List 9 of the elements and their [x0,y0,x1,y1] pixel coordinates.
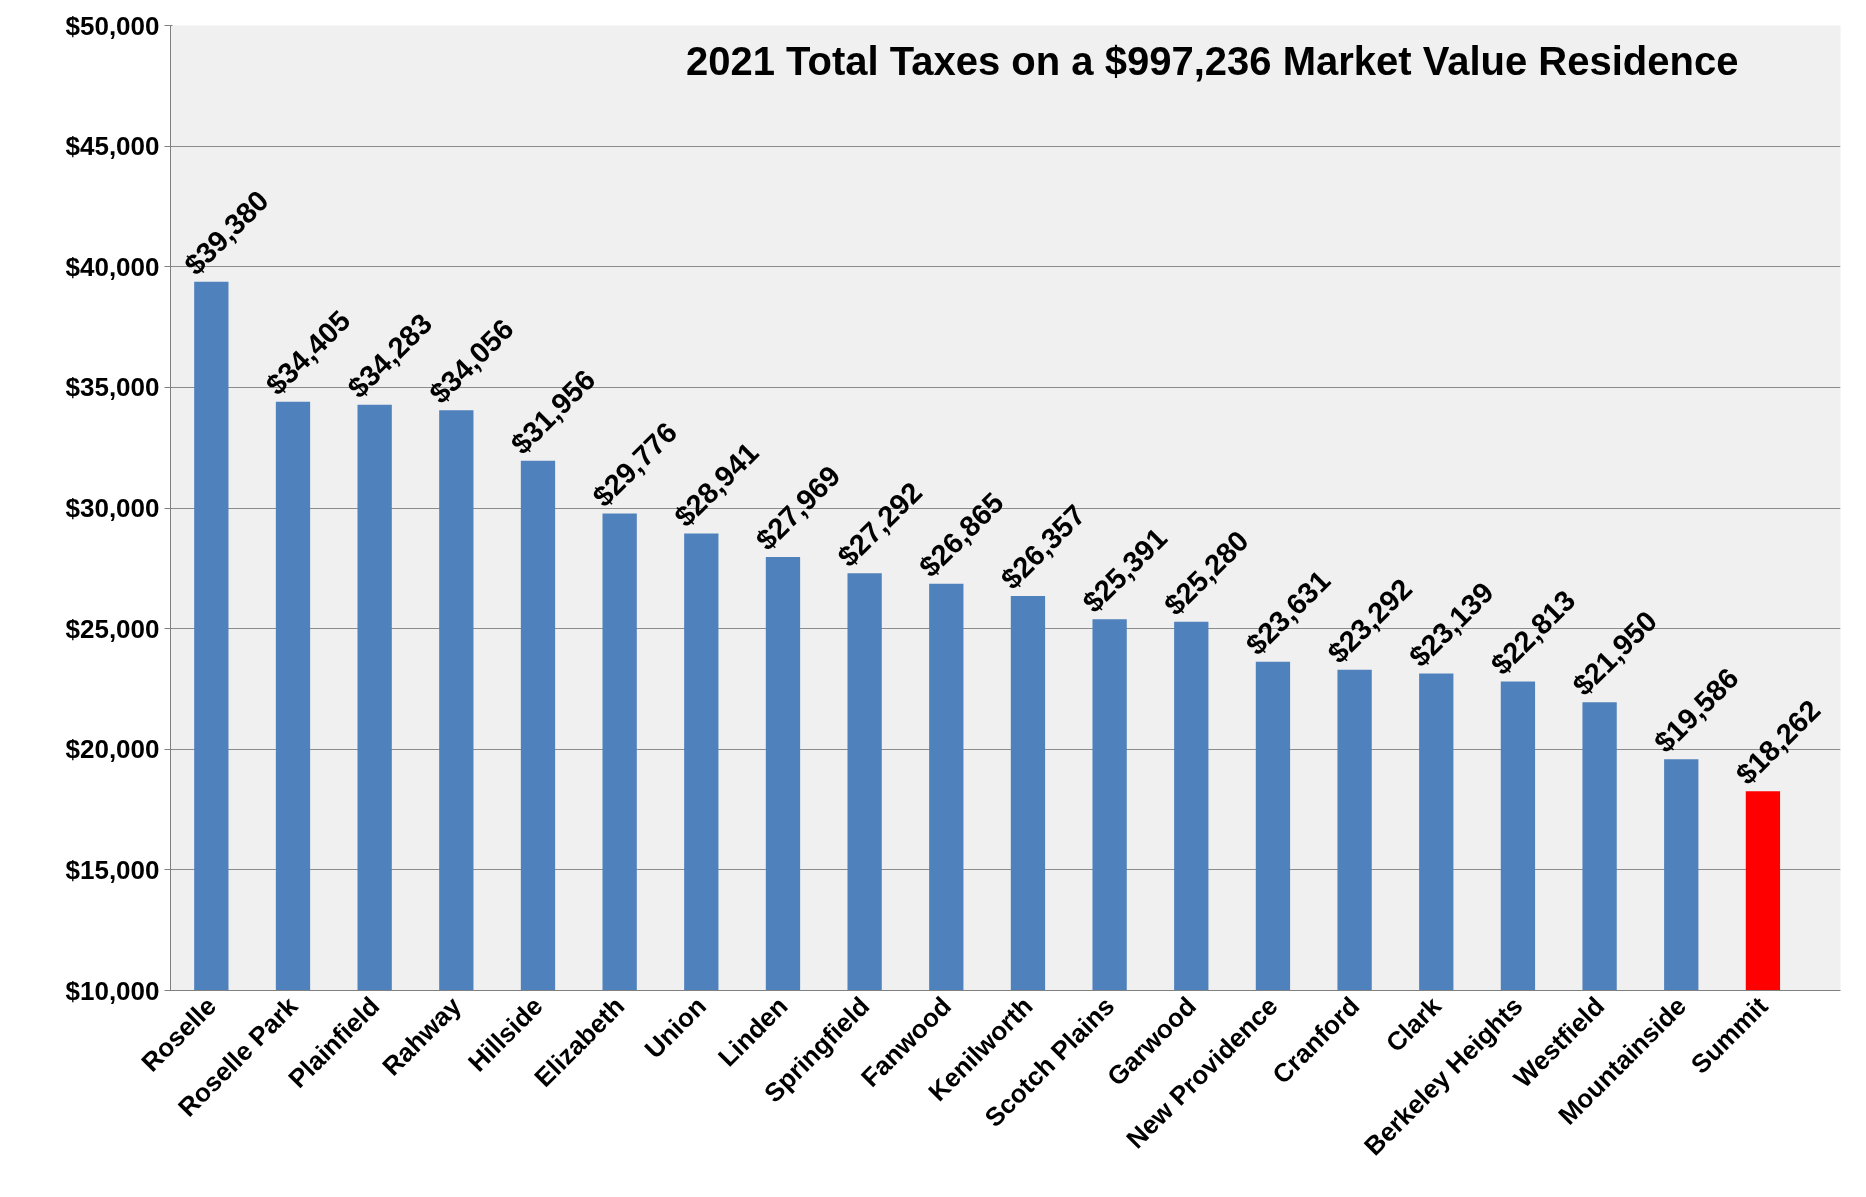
y-tick-label: $25,000 [65,613,160,644]
y-tick-label: $30,000 [65,493,160,523]
y-tick-label: $50,000 [65,10,160,41]
y-tick-label: $20,000 [65,734,160,765]
y-tick-label: $45,000 [65,131,160,162]
chart-title: 2021 Total Taxes on a $997,236 Market Value Residence [686,39,1739,84]
y-tick-label: $35,000 [65,372,160,403]
y-tick-label: $15,000 [65,854,160,885]
y-tick-label: $40,000 [65,251,160,282]
